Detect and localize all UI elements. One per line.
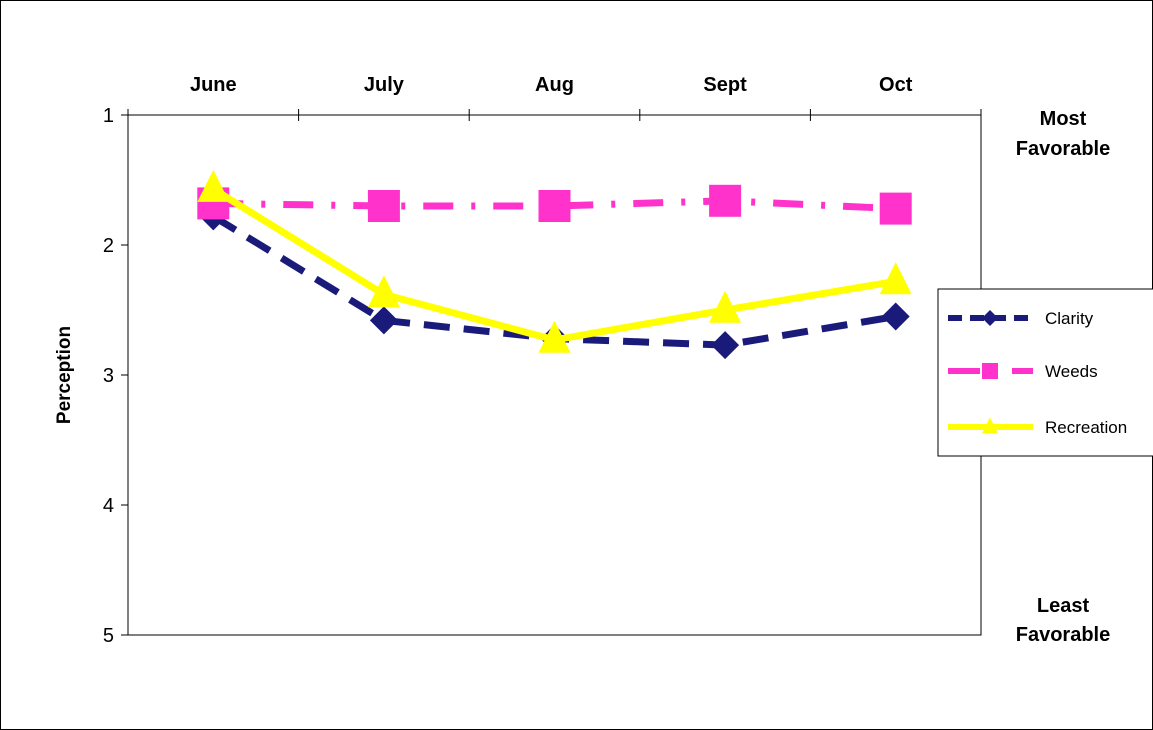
data-point-recreation <box>879 262 912 295</box>
data-point-recreation <box>197 169 230 202</box>
series-line-weeds <box>213 197 896 213</box>
legend-item-clarity: Clarity <box>948 309 1094 328</box>
data-point-weeds <box>538 190 571 222</box>
x-tick-label: Aug <box>535 74 574 96</box>
data-point-recreation <box>709 290 742 323</box>
data-point-recreation <box>538 320 571 353</box>
y-axis: 1 2 3 4 5 <box>103 105 128 647</box>
legend-label: Weeds <box>1045 362 1098 381</box>
x-tick-label: June <box>190 74 237 96</box>
data-point-clarity <box>711 331 740 360</box>
series-recreation <box>197 169 912 353</box>
data-point-recreation <box>367 275 400 308</box>
annotation-top-line-1: Most <box>1040 108 1087 130</box>
data-point-weeds <box>367 190 400 222</box>
x-axis: June July Aug Sept Oct <box>127 74 982 121</box>
y-tick-label: 4 <box>103 495 114 517</box>
annotation-most-favorable: Most Favorable <box>1016 108 1110 160</box>
legend-item-recreation: Recreation <box>948 417 1127 437</box>
y-axis-title: Perception <box>54 326 75 424</box>
x-tick-label: Oct <box>879 74 913 96</box>
x-tick-label: July <box>364 74 405 96</box>
legend-marker-recreation <box>982 417 998 434</box>
annotation-bottom-line-1: Least <box>1037 595 1090 617</box>
x-tick-label: Sept <box>703 74 747 96</box>
data-point-weeds <box>879 192 912 225</box>
annotation-least-favorable: Least Favorable <box>1016 595 1110 646</box>
annotation-top-line-2: Favorable <box>1016 138 1110 160</box>
series-layer <box>197 169 912 360</box>
y-tick-label: 3 <box>103 365 114 387</box>
y-tick-label: 5 <box>103 625 114 647</box>
y-tick-label: 2 <box>103 235 114 257</box>
legend-label: Clarity <box>1045 309 1094 328</box>
data-point-clarity <box>369 306 398 335</box>
legend: Clarity Weeds Recreation <box>937 288 1153 457</box>
data-point-clarity <box>881 302 910 331</box>
y-tick-label: 1 <box>103 105 114 127</box>
legend-marker-clarity <box>982 310 998 326</box>
data-point-weeds <box>709 184 742 217</box>
annotation-bottom-line-2: Favorable <box>1016 624 1110 646</box>
legend-label: Recreation <box>1045 418 1127 437</box>
legend-marker-weeds <box>982 363 998 379</box>
legend-item-weeds: Weeds <box>948 362 1098 381</box>
